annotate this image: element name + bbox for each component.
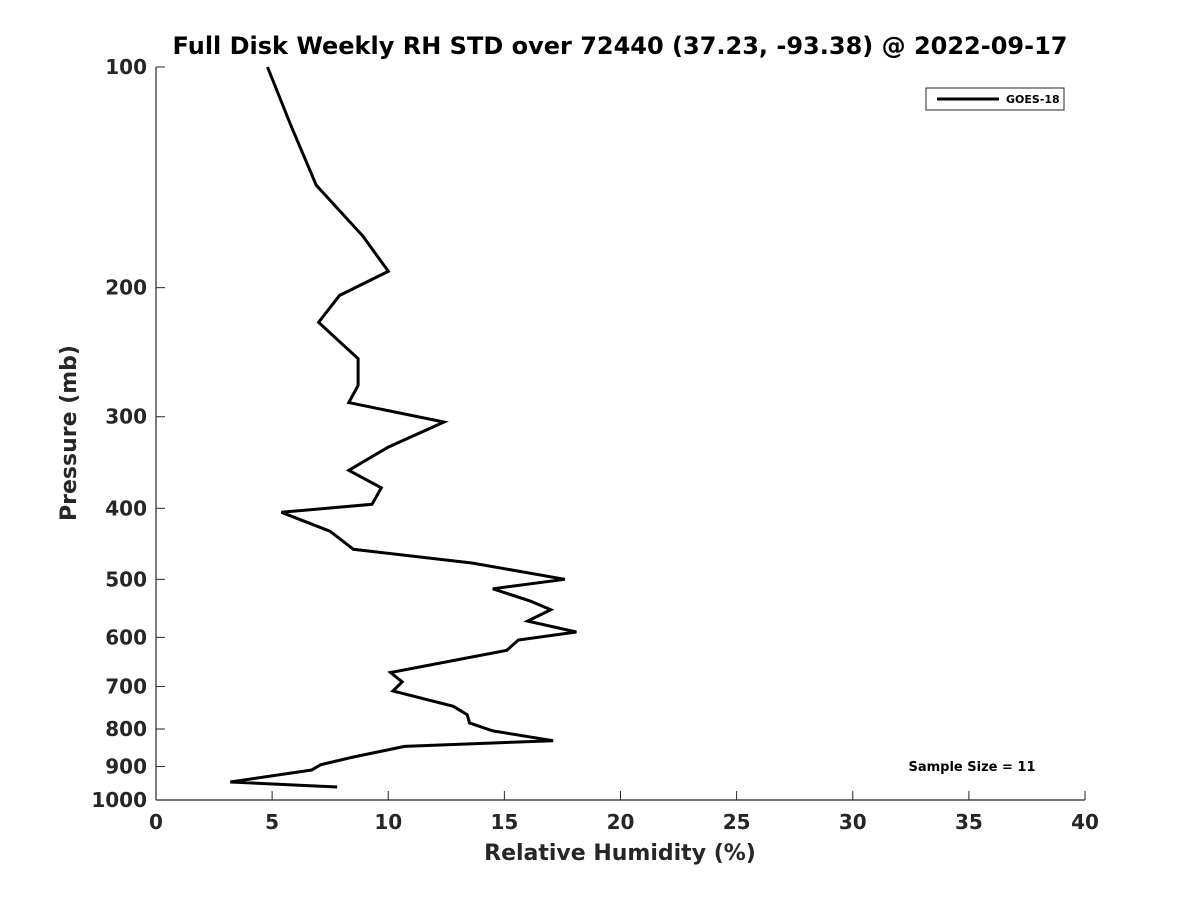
y-tick-label: 1000 [91,788,147,812]
y-tick-label: 700 [105,674,147,698]
x-tick-label: 35 [955,810,983,834]
y-axis-label: Pressure (mb) [57,345,82,521]
y-ticks: 100 200 300 400 500 600 700 800 900 1000 [91,55,165,812]
x-tick-label: 0 [149,810,163,834]
x-tick-label: 10 [374,810,402,834]
y-tick-label: 600 [105,625,147,649]
y-tick-label: 200 [105,276,147,300]
x-tick-label: 20 [607,810,635,834]
x-tick-label: 25 [723,810,751,834]
series-layer [230,66,577,789]
legend: GOES-18 [925,87,1065,111]
sample-size-annotation: Sample Size = 11 [908,760,1035,775]
x-tick-label: 40 [1071,810,1099,834]
y-tick-label: 100 [105,55,147,79]
y-tick-label: 800 [105,717,147,741]
y-tick-label: 500 [105,567,147,591]
chart-title: Full Disk Weekly RH STD over 72440 (37.2… [173,32,1068,60]
axes [155,67,1085,801]
x-axis-label: Relative Humidity (%) [484,841,756,866]
series-line-goes-18 [230,66,577,789]
x-tick-label: 5 [265,810,279,834]
x-tick-label: 15 [490,810,518,834]
legend-label-goes-18: GOES-18 [1006,93,1060,106]
y-tick-label: 300 [105,405,147,429]
x-tick-label: 30 [839,810,867,834]
x-ticks: 0 5 10 15 20 25 30 35 40 [149,791,1099,834]
y-tick-label: 400 [105,496,147,520]
y-tick-label: 900 [105,754,147,778]
